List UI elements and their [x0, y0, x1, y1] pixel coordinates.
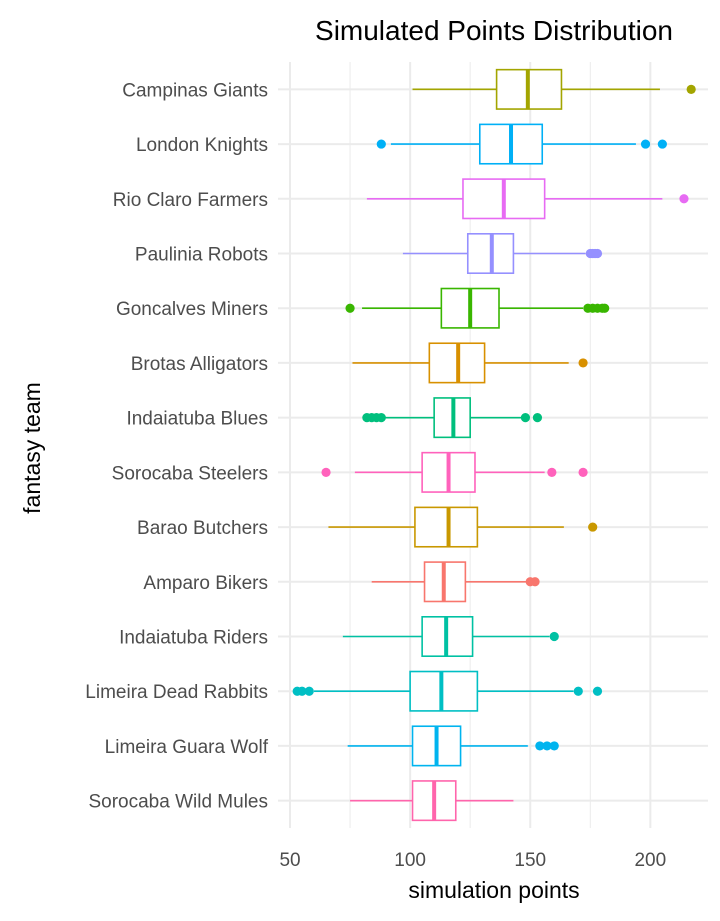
outlier-point: [679, 194, 689, 204]
outlier-point: [686, 84, 696, 94]
y-tick-label: Limeira Dead Rabbits: [85, 682, 268, 703]
outlier-point: [573, 686, 583, 696]
boxplot-indaiatuba-riders: [342, 616, 559, 657]
outlier-point: [578, 467, 588, 477]
boxplot-paulinia-robots: [402, 233, 603, 274]
boxplot-london-knights: [376, 123, 667, 165]
x-tick-labels: 50 100 150 200: [279, 850, 666, 871]
outlier-point: [547, 467, 557, 477]
y-tick-label: Paulinia Robots: [135, 245, 268, 266]
boxplot-goncalves-miners: [345, 287, 610, 329]
y-axis-title: fantasy team: [19, 382, 45, 514]
x-tick-label: 50: [279, 850, 300, 871]
box: [414, 506, 479, 548]
outlier-point: [304, 686, 314, 696]
outlier-point: [376, 413, 386, 423]
outlier-point: [549, 741, 559, 751]
y-tick-labels: Campinas Giants London Knights Rio Claro F…: [85, 80, 268, 812]
boxplots: [292, 68, 696, 822]
y-tick-label: Brotas Alligators: [131, 354, 268, 375]
outlier-point: [592, 248, 603, 259]
outlier-point: [530, 577, 540, 587]
box: [409, 670, 479, 712]
outlier-point: [640, 139, 651, 149]
outlier-point: [549, 631, 559, 642]
outlier-point: [588, 522, 598, 532]
x-axis-title: simulation points: [408, 877, 579, 903]
outlier-point: [592, 686, 603, 696]
boxplot-sorocaba-wild-mules: [350, 780, 514, 822]
y-tick-label: Goncalves Miners: [116, 299, 268, 320]
chart-title: Simulated Points Distribution: [315, 15, 673, 46]
outlier-point: [657, 139, 667, 149]
outlier-point: [345, 303, 355, 313]
outlier-point: [532, 413, 543, 423]
outlier-point: [600, 303, 610, 313]
boxplot-barao-butchers: [328, 506, 598, 548]
outlier-point: [321, 467, 331, 477]
outlier-point: [376, 139, 386, 149]
boxplot-sorocaba-steelers: [321, 451, 588, 493]
y-tick-label: Sorocaba Wild Mules: [88, 792, 268, 813]
y-tick-label: Rio Claro Farmers: [113, 190, 268, 211]
x-tick-label: 200: [634, 850, 666, 871]
y-tick-label: Indaiatuba Blues: [126, 409, 268, 430]
grid: [278, 62, 708, 828]
boxplot-rio-claro-farmers: [366, 178, 689, 220]
boxplot-limeira-dead-rabbits: [292, 670, 603, 712]
y-tick-label: London Knights: [136, 135, 268, 156]
x-tick-label: 100: [394, 850, 426, 871]
outlier-point: [297, 686, 307, 696]
y-tick-label: Indaiatuba Riders: [119, 628, 268, 649]
boxplot-brotas-alligators: [352, 342, 588, 384]
y-tick-label: Sorocaba Steelers: [112, 463, 268, 484]
y-tick-label: Campinas Giants: [122, 80, 268, 101]
outlier-point: [578, 358, 588, 368]
boxplot-amparo-bikers: [371, 561, 540, 603]
x-tick-label: 150: [514, 850, 546, 871]
boxplot-indaiatuba-blues: [362, 397, 543, 439]
y-tick-label: Barao Butchers: [137, 518, 268, 539]
boxplot-limeira-guara-wolf: [347, 725, 559, 767]
boxplot-campinas-giants: [412, 68, 696, 110]
y-tick-label: Amparo Bikers: [143, 573, 268, 594]
y-tick-label: Limeira Guara Wolf: [105, 737, 269, 758]
outlier-point: [520, 413, 531, 423]
outlier-point: [542, 741, 552, 751]
outlier-point: [535, 741, 545, 751]
